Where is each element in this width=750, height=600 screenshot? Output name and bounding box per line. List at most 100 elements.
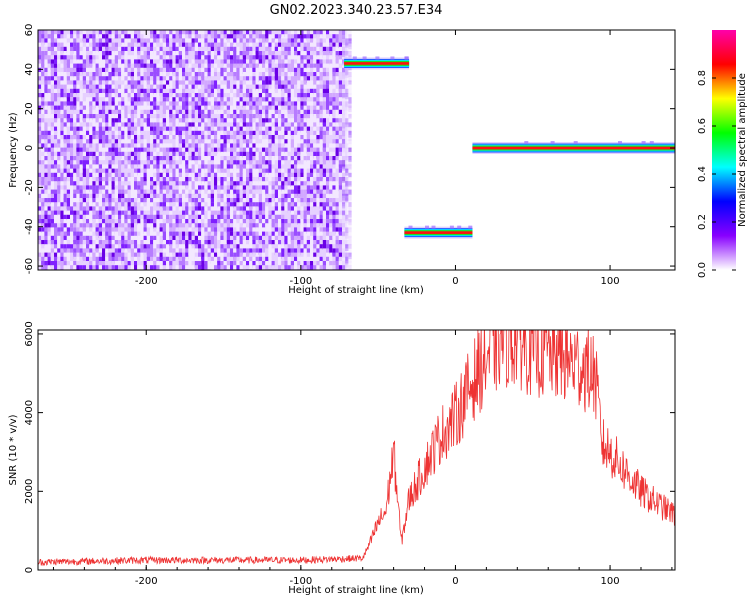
noise-cell bbox=[98, 177, 102, 182]
noise-cell bbox=[217, 219, 221, 226]
noise-cell bbox=[191, 240, 195, 247]
noise-cell bbox=[182, 105, 186, 112]
noise-cell bbox=[268, 88, 272, 94]
noise-cell bbox=[169, 109, 173, 117]
noise-cell bbox=[246, 177, 250, 182]
noise-cell bbox=[188, 227, 192, 233]
noise-cell bbox=[111, 252, 115, 258]
noise-cell bbox=[214, 59, 218, 65]
noise-cell bbox=[278, 51, 282, 58]
noise-cell bbox=[66, 160, 70, 167]
noise-cell bbox=[86, 172, 90, 179]
noise-cell bbox=[130, 248, 134, 254]
noise-cell bbox=[66, 261, 70, 268]
noise-cell bbox=[230, 231, 234, 238]
noise-cell bbox=[306, 252, 310, 258]
noise-cell bbox=[114, 135, 118, 141]
noise-cell bbox=[86, 84, 90, 91]
noise-cell bbox=[146, 101, 150, 108]
noise-cell bbox=[172, 227, 176, 234]
noise-cell bbox=[76, 151, 80, 159]
noise-cell bbox=[233, 38, 237, 45]
noise-cell bbox=[265, 46, 269, 53]
noise-cell bbox=[284, 177, 288, 184]
noise-cell bbox=[178, 198, 182, 203]
noise-cell bbox=[124, 214, 128, 222]
noise-cell bbox=[175, 72, 179, 77]
noise-cell bbox=[166, 193, 170, 200]
noise-cell bbox=[111, 84, 115, 92]
noise-cell bbox=[294, 202, 298, 208]
noise-cell bbox=[175, 55, 179, 61]
noise-cell bbox=[182, 38, 186, 46]
noise-cell bbox=[98, 210, 102, 218]
noise-cell bbox=[310, 109, 314, 115]
noise-cell bbox=[198, 227, 202, 234]
noise-cell bbox=[188, 185, 192, 192]
noise-cell bbox=[92, 168, 96, 176]
noise-cell bbox=[114, 185, 118, 191]
noise-cell bbox=[114, 118, 118, 123]
noise-cell bbox=[105, 202, 109, 207]
noise-cell bbox=[185, 214, 189, 221]
noise-cell bbox=[159, 172, 163, 179]
noise-cell bbox=[226, 177, 230, 183]
noise-cell bbox=[159, 164, 163, 172]
noise-cell bbox=[262, 168, 266, 174]
noise-cell bbox=[175, 156, 179, 163]
noise-cell bbox=[182, 206, 186, 213]
noise-cell bbox=[284, 223, 288, 229]
noise-cell bbox=[246, 130, 250, 137]
noise-cell bbox=[70, 256, 74, 263]
noise-cell bbox=[194, 118, 198, 126]
noise-cell bbox=[262, 114, 266, 120]
noise-cell bbox=[127, 109, 131, 116]
noise-cell bbox=[38, 101, 42, 108]
noise-cell bbox=[262, 63, 266, 71]
noise-cell bbox=[44, 160, 48, 165]
noise-cell bbox=[300, 84, 304, 90]
noise-cell bbox=[294, 147, 298, 154]
noise-cell bbox=[156, 72, 160, 78]
noise-cell bbox=[265, 122, 269, 129]
noise-cell bbox=[47, 126, 51, 131]
noise-cell bbox=[178, 80, 182, 88]
noise-cell bbox=[191, 105, 195, 111]
noise-cell bbox=[207, 101, 211, 107]
noise-cell bbox=[114, 93, 118, 99]
noise-cell bbox=[159, 219, 163, 225]
noise-cell bbox=[82, 76, 86, 81]
noise-cell bbox=[246, 151, 250, 158]
noise-cell bbox=[63, 210, 67, 216]
noise-cell bbox=[201, 193, 205, 200]
noise-cell bbox=[265, 256, 269, 263]
noise-cell bbox=[127, 38, 131, 44]
noise-cell bbox=[130, 172, 134, 178]
noise-cell bbox=[66, 34, 70, 42]
noise-cell bbox=[290, 185, 294, 193]
noise-cell bbox=[92, 114, 96, 120]
noise-cell bbox=[73, 109, 77, 117]
noise-cell bbox=[271, 34, 275, 40]
noise-cell bbox=[185, 88, 189, 95]
noise-cell bbox=[41, 147, 45, 155]
noise-cell bbox=[44, 63, 48, 71]
noise-cell bbox=[118, 88, 122, 96]
noise-cell bbox=[76, 97, 80, 103]
noise-cell bbox=[182, 181, 186, 187]
noise-cell bbox=[274, 84, 278, 91]
noise-cell bbox=[92, 147, 96, 155]
noise-cell bbox=[182, 67, 186, 74]
noise-cell bbox=[38, 156, 42, 161]
noise-cell bbox=[230, 143, 234, 148]
noise-cell bbox=[310, 97, 314, 102]
noise-cell bbox=[194, 34, 198, 39]
noise-cell bbox=[159, 84, 163, 91]
noise-cell bbox=[102, 76, 106, 82]
noise-cell bbox=[118, 114, 122, 120]
noise-cell bbox=[268, 97, 272, 104]
noise-cell bbox=[255, 261, 259, 268]
noise-cell bbox=[201, 118, 205, 126]
noise-cell bbox=[130, 51, 134, 57]
noise-cell bbox=[70, 101, 74, 106]
